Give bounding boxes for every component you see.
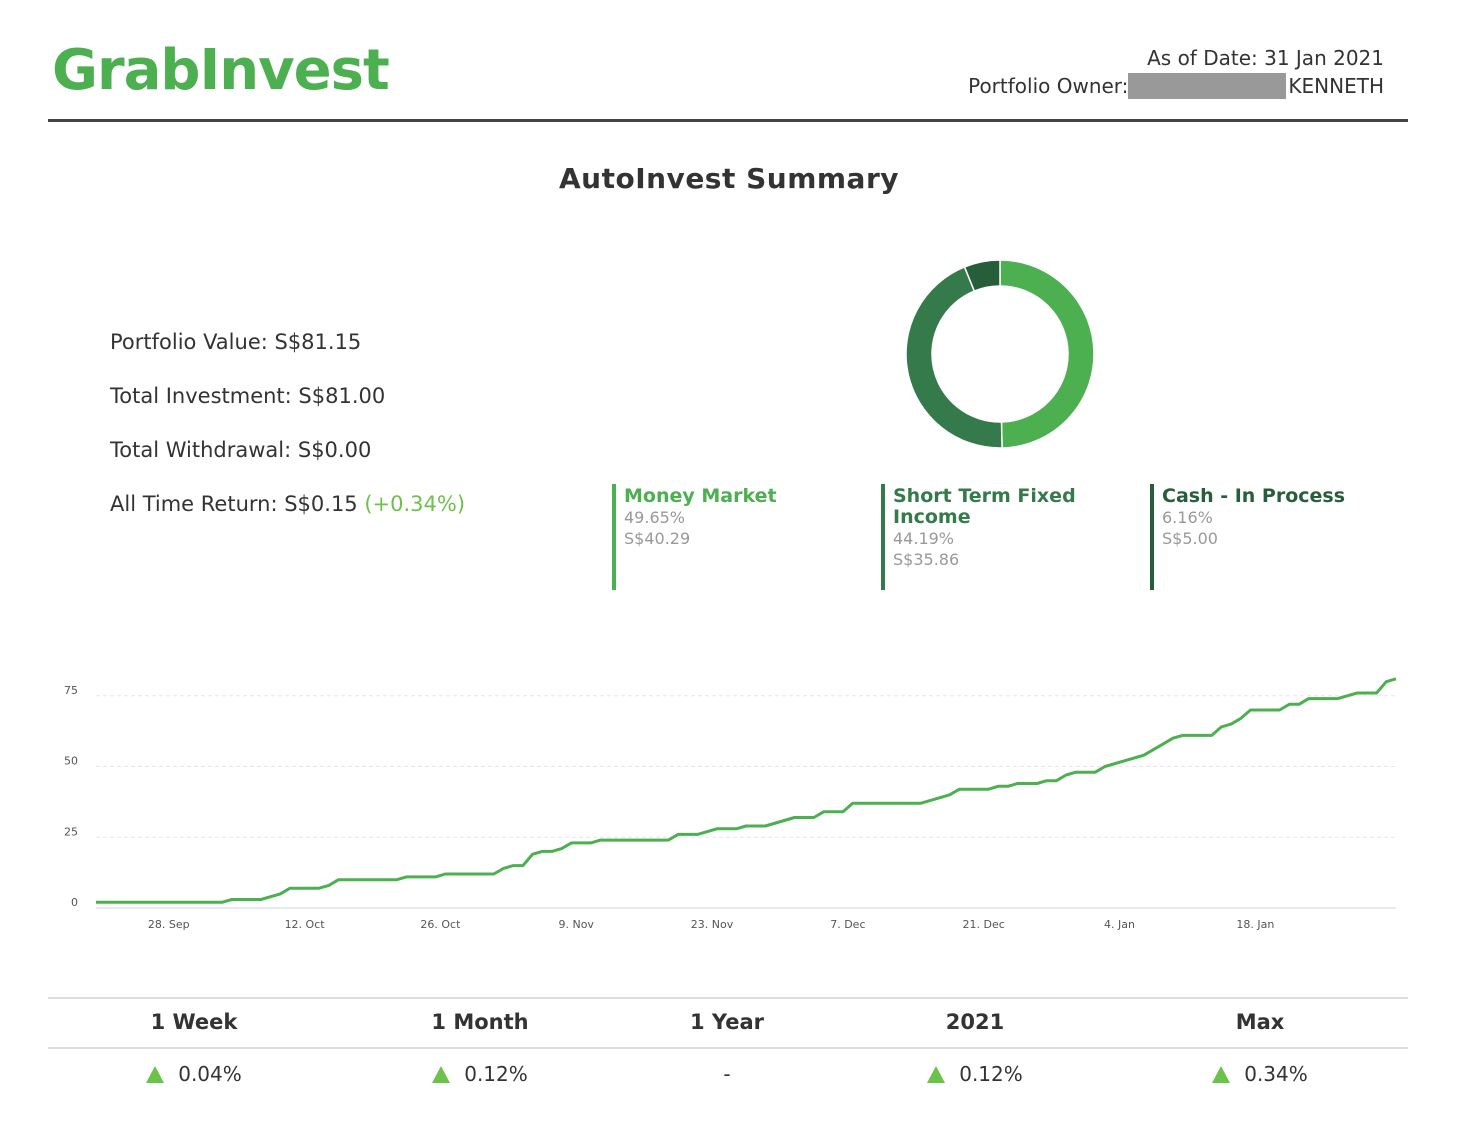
x-tick-label: 4. Jan [1104,918,1135,931]
x-tick-label: 23. Nov [691,918,734,931]
period-return-value: 0.12% [959,1062,1023,1086]
legend-name: Cash - In Process [1162,485,1346,507]
all-time-return-value: All Time Return: S$0.15 [110,492,358,516]
legend-amount: S$40.29 [624,529,691,548]
period-return-value: - [723,1062,731,1086]
x-tick-label: 9. Nov [558,918,594,931]
x-tick-label: 7. Dec [830,918,865,931]
legend-bar [612,484,616,590]
period-label: 1 Week [150,1010,238,1034]
portfolio-value-line-chart: 0 25 50 75 28. Sep 12. Oct 26. Oct 9. Nov 23. N… [64,677,1397,931]
up-triangle-icon [146,1065,165,1083]
donut-slice-money-market [999,260,1094,448]
legend-money-market: Money Market 49.65% S$40.29 [612,484,874,590]
portfolio-owner: Portfolio Owner: KENNETH [968,72,1384,100]
legend-percent: 6.16% [1162,508,1213,527]
total-investment: Total Investment: S$81.00 [110,384,386,408]
owner-label: Portfolio Owner: [968,74,1129,98]
period-return-value: 0.04% [178,1062,242,1086]
total-withdrawal: Total Withdrawal: S$0.00 [110,438,372,462]
donut-slice-cash-in-process [963,260,1001,293]
legend-percent: 44.19% [893,529,955,548]
period-return: - [627,1062,827,1086]
legend-name: Money Market [624,485,777,507]
legend-amount: S$5.00 [1162,529,1218,548]
period-label: 1 Year [690,1010,764,1034]
all-time-return: All Time Return: S$0.15 (+0.34%) [110,488,465,542]
legend-amount: S$35.86 [893,550,960,569]
header-divider [48,119,1408,122]
period-label: Max [1235,1010,1285,1034]
legend-percent: 49.65% [624,508,686,527]
as-of-date: As of Date: 31 Jan 2021 [1147,46,1384,70]
period-return: 0.34% [1160,1062,1360,1086]
redacted-name-block [1128,73,1287,99]
owner-name: KENNETH [1288,74,1384,98]
up-triangle-icon [927,1065,946,1083]
donut-slice-short-term-fixed-income [906,265,1003,448]
performance-mid-divider [48,1047,1408,1049]
performance-top-divider [48,997,1408,999]
y-tick-label: 25 [64,825,78,838]
period-return: 0.04% [94,1062,294,1086]
x-tick-label: 28. Sep [148,918,190,931]
legend-bar [1150,484,1154,590]
legend-bar [881,484,885,590]
period-return-value: 0.12% [464,1062,528,1086]
y-tick-label: 75 [64,684,78,697]
x-tick-label: 21. Dec [963,918,1005,931]
period-label: 2021 [945,1010,1005,1034]
legend-short-term-fixed-income: Short Term Fixed Income 44.19% S$35.86 [881,484,1123,590]
period-return-value: 0.34% [1244,1062,1308,1086]
all-time-return-pct: (+0.34%) [364,492,466,516]
legend-name: Short Term Fixed Income [893,485,1076,528]
x-tick-label: 12. Oct [285,918,326,931]
logo-text: GrabInvest [52,38,390,103]
portfolio-value: Portfolio Value: S$81.15 [110,330,362,354]
grabinvest-logo: GrabInvest [52,36,392,106]
y-tick-label: 0 [71,896,78,909]
y-tick-label: 50 [64,755,78,768]
legend-cash-in-process: Cash - In Process 6.16% S$5.00 [1150,484,1412,590]
portfolio-value-line [96,677,1397,904]
report-header-info: As of Date: 31 Jan 2021 Portfolio Owner:… [968,44,1384,100]
x-tick-label: 26. Oct [420,918,461,931]
period-label: 1 Month [431,1010,529,1034]
page-title: AutoInvest Summary [558,162,900,195]
allocation-donut-chart [906,260,1094,448]
portfolio-summary: Portfolio Value: S$81.15 Total Investmen… [110,326,465,542]
period-return: 0.12% [380,1062,580,1086]
x-tick-label: 18. Jan [1236,918,1274,931]
period-return: 0.12% [875,1062,1075,1086]
up-triangle-icon [1212,1065,1231,1083]
up-triangle-icon [432,1065,451,1083]
